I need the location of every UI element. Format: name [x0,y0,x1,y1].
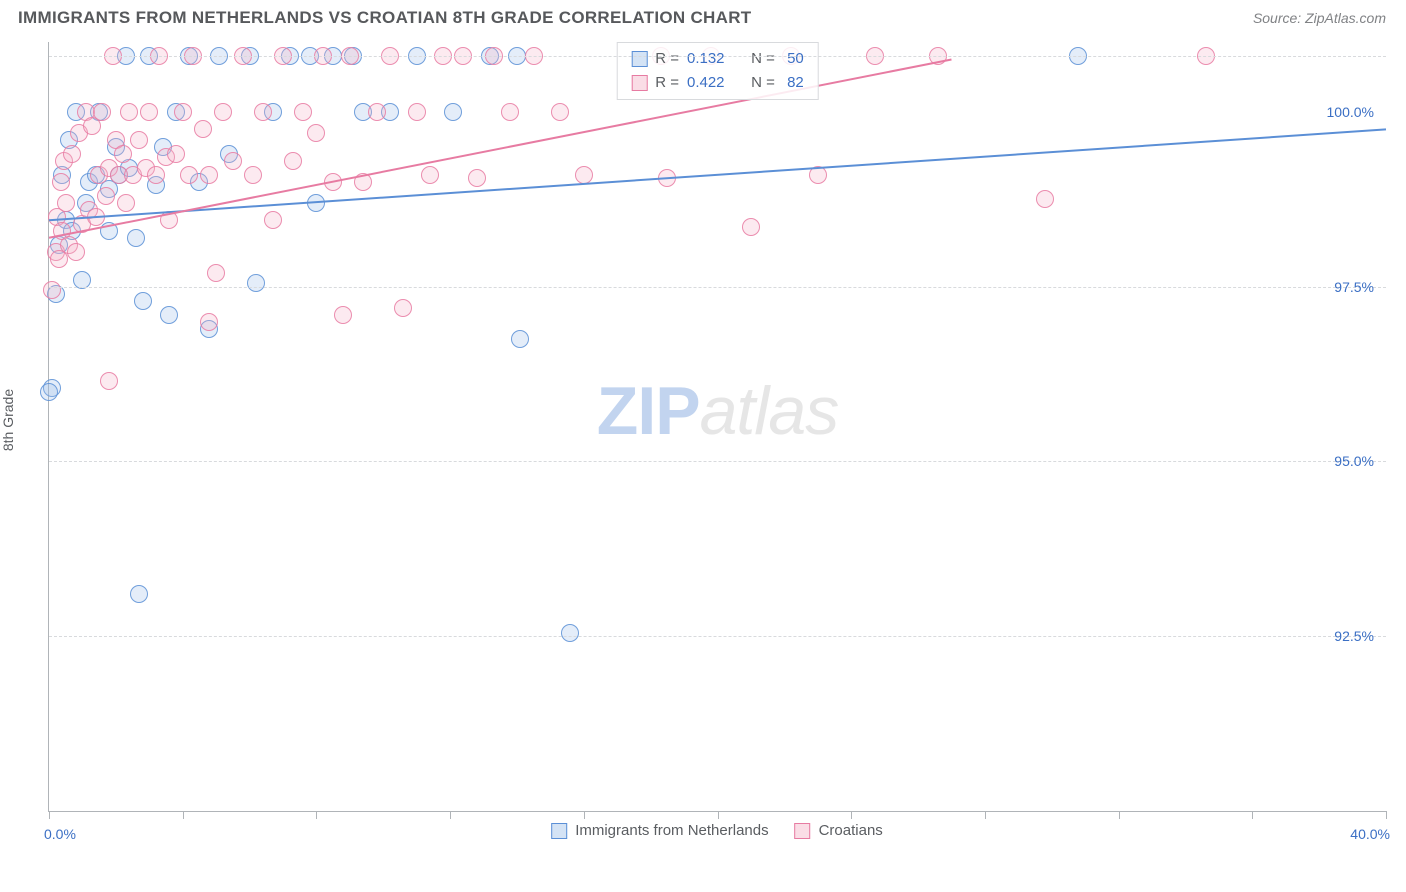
data-point-croatians [501,103,519,121]
data-point-immigrants-from-netherlands [561,624,579,642]
data-point-croatians [120,103,138,121]
legend-item: Immigrants from Netherlands [551,822,768,839]
y-axis-label: 8th Grade [0,389,16,451]
data-point-croatians [421,166,439,184]
data-point-croatians [551,103,569,121]
chart-plot-area: ZIPatlas R =0.132 N = 50R =0.422 N = 82 … [48,42,1386,812]
data-point-croatians [408,103,426,121]
data-point-croatians [207,264,225,282]
y-tick-label: 95.0% [1334,453,1374,469]
data-point-immigrants-from-netherlands [100,222,118,240]
gridline [49,461,1386,462]
data-point-croatians [809,166,827,184]
data-point-croatians [194,120,212,138]
gridline [49,636,1386,637]
data-point-croatians [160,211,178,229]
data-point-immigrants-from-netherlands [134,292,152,310]
legend-swatch [631,51,647,67]
data-point-croatians [97,187,115,205]
data-point-croatians [254,103,272,121]
series-legend: Immigrants from Netherlands Croatians [551,822,883,839]
legend-swatch [631,75,647,91]
chart-title: IMMIGRANTS FROM NETHERLANDS VS CROATIAN … [18,8,751,28]
data-point-croatians [57,194,75,212]
stats-legend: R = 0.132 N = 50 R = 0.422 N = 82 [616,42,819,100]
data-point-croatians [147,166,165,184]
data-point-croatians [93,103,111,121]
legend-swatch [551,823,567,839]
data-point-immigrants-from-netherlands [511,330,529,348]
y-tick-label: 92.5% [1334,628,1374,644]
data-point-croatians [180,166,198,184]
data-point-croatians [468,169,486,187]
data-point-croatians [52,173,70,191]
data-point-croatians [63,145,81,163]
data-point-croatians [307,124,325,142]
gridline [49,56,1386,57]
gridline [49,287,1386,288]
data-point-immigrants-from-netherlands [307,194,325,212]
data-point-croatians [264,211,282,229]
stat-r-value: 0.132 [687,47,739,71]
data-point-croatians [742,218,760,236]
stat-r-value: 0.422 [687,71,739,95]
data-point-croatians [324,173,342,191]
legend-swatch [795,823,811,839]
y-tick-label: 97.5% [1334,279,1374,295]
data-point-croatians [394,299,412,317]
stat-n-value: 82 [783,71,804,95]
data-point-croatians [224,152,242,170]
stat-n-label: N = [747,71,775,95]
data-point-croatians [244,166,262,184]
stat-r-label: R = [655,47,679,71]
legend-item: Croatians [795,822,883,839]
y-tick-label: 100.0% [1327,104,1374,120]
data-point-croatians [43,281,61,299]
data-point-croatians [117,194,135,212]
data-point-croatians [1036,190,1054,208]
data-point-croatians [140,103,158,121]
x-tick [1386,811,1387,819]
data-point-croatians [284,152,302,170]
stats-legend-row: R = 0.422 N = 82 [631,71,804,95]
data-point-croatians [354,173,372,191]
data-point-croatians [67,243,85,261]
data-point-immigrants-from-netherlands [160,306,178,324]
x-axis-row: 0.0% Immigrants from NetherlandsCroatian… [48,812,1386,852]
data-point-croatians [200,166,218,184]
data-point-croatians [334,306,352,324]
data-point-croatians [658,169,676,187]
data-point-immigrants-from-netherlands [40,383,58,401]
stat-n-value: 50 [783,47,804,71]
chart-source: Source: ZipAtlas.com [1253,10,1386,26]
data-point-croatians [575,166,593,184]
stat-r-label: R = [655,71,679,95]
data-point-croatians [200,313,218,331]
stat-n-label: N = [747,47,775,71]
legend-label: Immigrants from Netherlands [575,822,768,839]
stats-legend-row: R = 0.132 N = 50 [631,47,804,71]
data-point-croatians [294,103,312,121]
data-point-croatians [214,103,232,121]
data-point-immigrants-from-netherlands [247,274,265,292]
data-point-croatians [87,208,105,226]
data-point-croatians [130,131,148,149]
data-point-immigrants-from-netherlands [444,103,462,121]
data-point-immigrants-from-netherlands [127,229,145,247]
legend-label: Croatians [819,822,883,839]
data-point-croatians [114,145,132,163]
x-axis-max-label: 40.0% [1350,826,1390,842]
scatter-points-layer [49,42,1386,811]
data-point-croatians [167,145,185,163]
data-point-croatians [174,103,192,121]
data-point-immigrants-from-netherlands [130,585,148,603]
data-point-croatians [368,103,386,121]
chart-header: IMMIGRANTS FROM NETHERLANDS VS CROATIAN … [0,0,1406,32]
data-point-croatians [100,372,118,390]
x-axis-min-label: 0.0% [44,826,76,842]
